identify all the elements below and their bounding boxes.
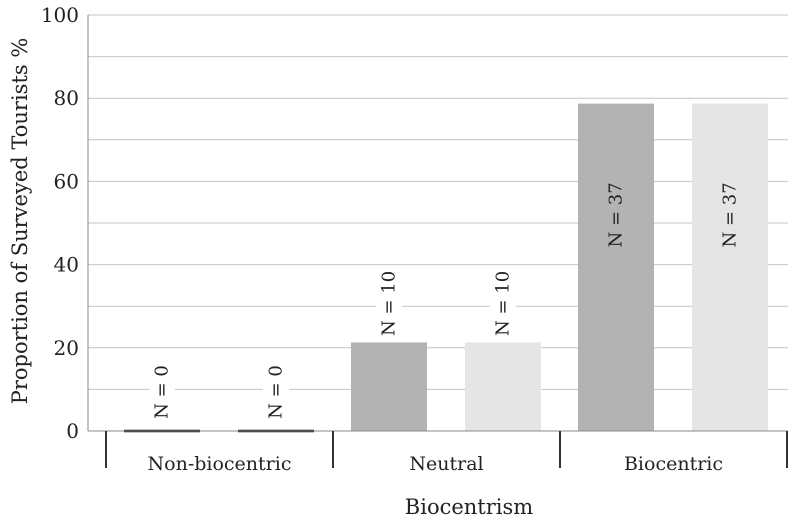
bar-data-label: N = 0: [152, 365, 173, 419]
category-label: Non-biocentric: [148, 453, 292, 475]
y-tick-label: 20: [54, 336, 79, 360]
y-axis: 0 20 40 60 80 100: [41, 3, 89, 443]
bar-label-bg: [490, 267, 516, 340]
x-axis-title: Biocentrism: [405, 495, 533, 519]
bar-data-label: N = 10: [493, 271, 514, 336]
y-tick-label: 100: [41, 3, 79, 27]
x-axis: Non-biocentric Neutral Biocentric: [88, 430, 788, 475]
bar-data-label: N = 37: [720, 182, 741, 247]
category-label: Neutral: [409, 453, 483, 475]
y-tick-label: 60: [54, 169, 79, 193]
bar: [351, 342, 427, 431]
bar: [692, 103, 768, 431]
bar: [578, 103, 654, 431]
y-tick-label: 40: [54, 253, 79, 277]
bar-data-label: N = 10: [379, 271, 400, 336]
y-tick-label: 0: [66, 419, 79, 443]
bar-label-bg: [263, 356, 289, 428]
bars: N = 0 N = 10 N = 37 N = 0 N = 10 N = 37: [124, 103, 768, 433]
bar-data-label: N = 0: [266, 365, 287, 419]
y-axis-title: Proportion of Surveyed Tourists %: [8, 38, 32, 405]
bar-label-bg: [149, 356, 175, 428]
category-label: Biocentric: [624, 453, 723, 475]
bar-label-bg: [376, 267, 402, 340]
grid: [88, 14, 788, 390]
bar-data-label: N = 37: [606, 182, 627, 247]
bar: [465, 342, 541, 431]
y-tick-label: 80: [54, 86, 79, 110]
